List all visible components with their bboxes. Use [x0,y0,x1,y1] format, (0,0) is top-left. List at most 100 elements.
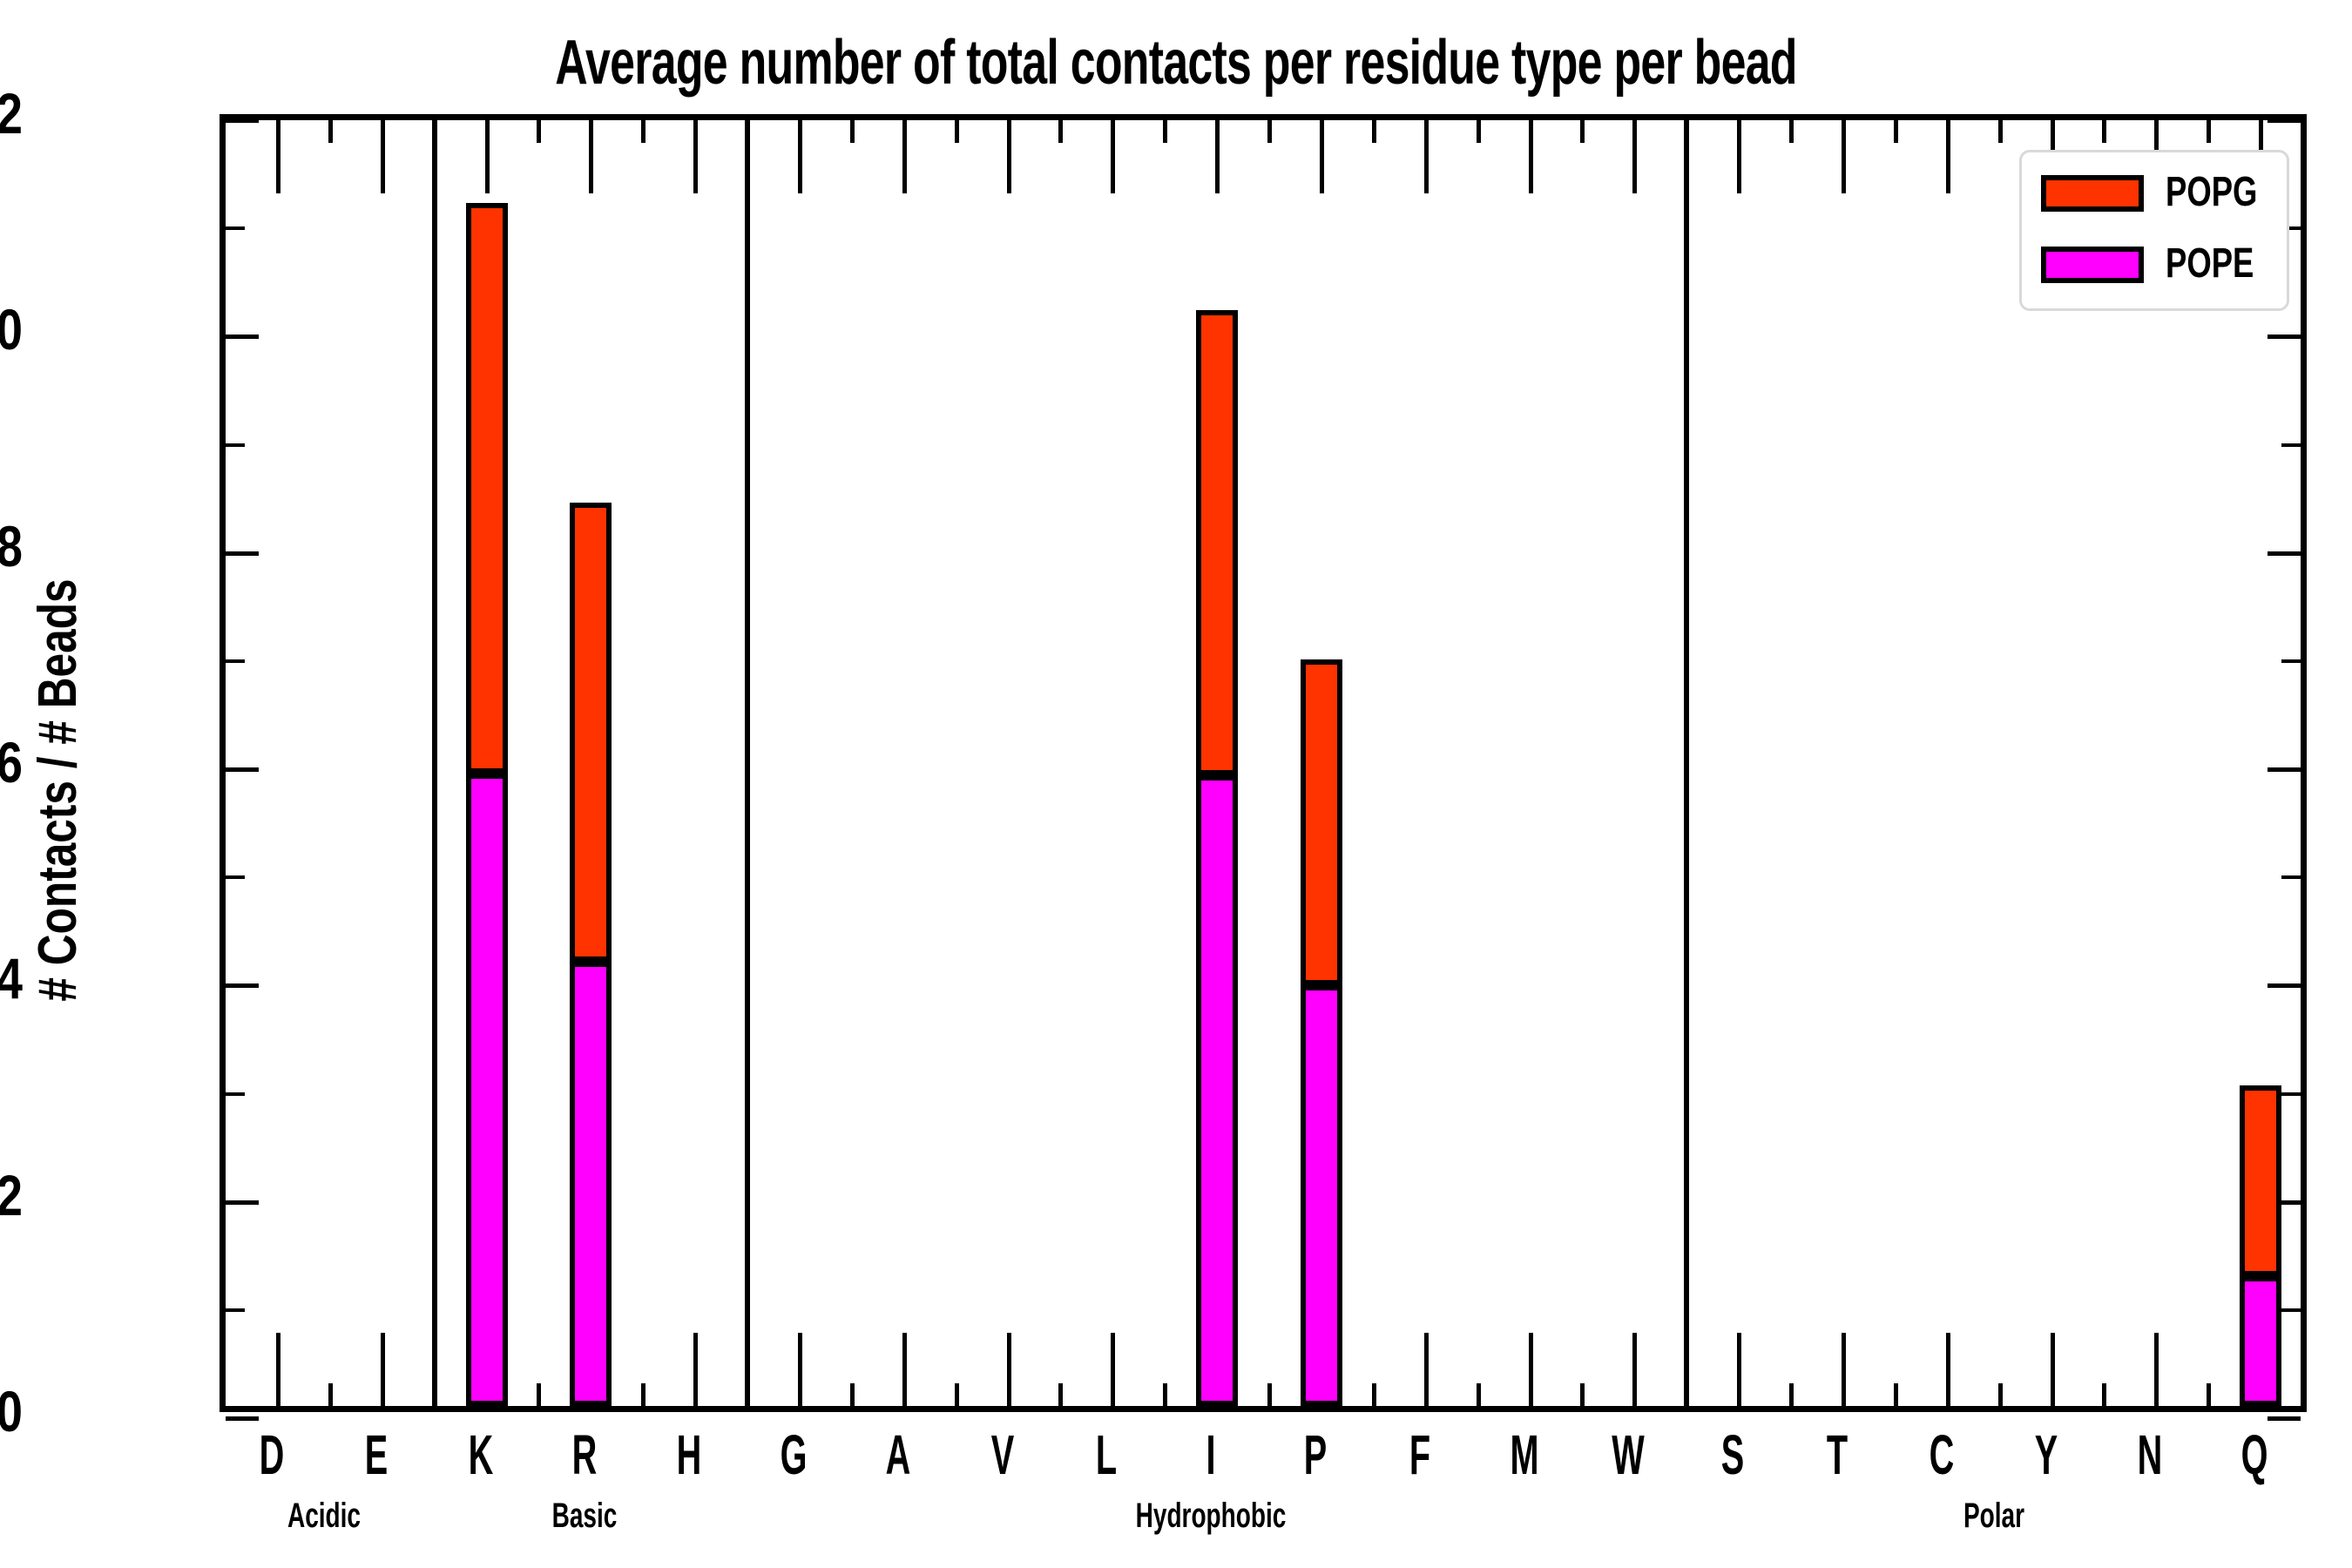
bar-stack[interactable] [570,503,612,1406]
y-axis-major-tick [226,983,259,989]
x-axis-tick-label: A [885,1423,911,1486]
x-axis-major-tick [1423,1333,1429,1406]
y-axis-minor-tick [2281,226,2301,231]
x-axis-tick-label: R [571,1423,598,1486]
x-axis-major-tick [1215,120,1220,193]
y-axis-minor-tick [226,875,245,880]
x-axis-major-tick [797,120,802,193]
x-axis-group-label: Basic [551,1497,618,1535]
x-axis-minor-tick [1267,120,1272,143]
y-axis-minor-tick [2281,443,2301,447]
x-axis-major-tick [693,120,699,193]
x-axis-major-tick [484,120,490,193]
bar-segment-pope[interactable] [2240,1276,2282,1406]
y-axis-major-tick [2268,335,2301,340]
x-axis-major-tick [902,1333,907,1406]
x-axis-minor-tick [1058,1383,1064,1406]
x-axis-minor-tick [641,120,646,143]
x-axis-minor-tick [1789,120,1794,143]
x-axis-group-label: Hydrophobic [1135,1497,1287,1535]
y-axis-minor-tick [2281,875,2301,880]
x-axis-minor-tick [954,1383,959,1406]
bar-stack[interactable] [2240,1085,2282,1406]
x-axis-minor-tick [1893,120,1898,143]
bar-segment-pope[interactable] [570,961,612,1406]
bar-segment-popg[interactable] [570,503,612,962]
x-axis-major-tick [902,120,907,193]
y-axis-major-tick [2268,1200,2301,1205]
x-axis-tick-label: E [364,1423,388,1486]
bar-segment-pope[interactable] [465,773,508,1406]
y-axis-minor-tick [226,1308,245,1312]
x-axis-tick-label: G [780,1423,808,1486]
x-axis-tick-label: C [1929,1423,1955,1486]
x-axis-minor-tick [328,120,333,143]
x-axis-minor-tick [2102,120,2107,143]
legend-item-pope[interactable]: POPE [2022,236,2287,288]
y-axis-major-tick [226,551,259,556]
y-axis-tick-label: 1.0 [0,301,23,358]
x-axis-minor-tick [537,120,542,143]
x-axis-major-tick [1945,1333,1950,1406]
x-axis-minor-tick [2207,1383,2212,1406]
x-axis-minor-tick [1058,120,1064,143]
x-axis-major-tick [1528,120,1533,193]
y-axis-minor-tick [226,226,245,231]
x-axis-major-tick [1528,1333,1533,1406]
y-axis-major-tick [226,118,259,123]
bar-segment-pope[interactable] [1300,985,1342,1406]
x-axis-minor-tick [1163,120,1168,143]
x-axis-tick-label: F [1409,1423,1430,1486]
x-axis-tick-label: I [1206,1423,1216,1486]
x-axis-major-tick [1841,120,1846,193]
bar-stack[interactable] [1300,659,1342,1406]
y-axis-tick-label: 0.4 [0,950,23,1007]
x-axis-minor-tick [1997,120,2003,143]
bar-stack[interactable] [465,203,508,1406]
x-axis-tick-label: P [1303,1423,1328,1486]
x-axis-tick-label: L [1096,1423,1118,1486]
x-axis-tick-label: D [259,1423,285,1486]
x-axis-major-tick [275,120,280,193]
x-axis-minor-tick [1267,1383,1272,1406]
x-axis-minor-tick [1371,1383,1376,1406]
chart-title: Average number of total contacts per res… [555,28,1797,98]
x-axis-major-tick [1006,120,1011,193]
y-axis-tick-label: 0.0 [0,1382,23,1440]
x-axis-major-tick [1737,1333,1742,1406]
y-axis-tick-label: 1.2 [0,84,23,142]
bar-segment-popg[interactable] [2240,1085,2282,1276]
x-axis-minor-tick [2207,120,2212,143]
legend-label-popg: POPG [2166,169,2258,215]
x-axis-major-tick [693,1333,699,1406]
x-axis-tick-label: K [468,1423,493,1486]
x-axis-minor-tick [1893,1383,1898,1406]
x-axis-group-label: Acidic [287,1497,361,1535]
x-axis-minor-tick [1789,1383,1794,1406]
x-axis-major-tick [380,1333,385,1406]
x-axis-tick-label: T [1826,1423,1848,1486]
y-axis-minor-tick [226,659,245,663]
y-axis-tick-label: 0.8 [0,517,23,575]
x-axis-major-tick [1632,120,1638,193]
legend-swatch-popg [2041,175,2144,212]
y-axis-major-tick [2268,767,2301,772]
bar-segment-pope[interactable] [1196,775,1239,1406]
group-divider [1684,120,1690,1406]
y-axis-major-tick [2268,118,2301,123]
x-axis-group-label: Polar [1963,1497,2024,1535]
x-axis-minor-tick [849,120,855,143]
x-axis-major-tick [1006,1333,1011,1406]
plot-inner [226,118,2301,1421]
bar-stack[interactable] [1196,310,1239,1406]
y-axis-minor-tick [226,443,245,447]
x-axis-minor-tick [1476,120,1481,143]
legend-label-pope: POPE [2166,240,2254,287]
bar-segment-popg[interactable] [1196,310,1239,776]
x-axis-major-tick [797,1333,802,1406]
bar-segment-popg[interactable] [465,203,508,774]
bar-segment-popg[interactable] [1300,659,1342,985]
legend-item-popg[interactable]: POPG [2022,165,2287,217]
chart-legend[interactable]: POPG POPE [2019,150,2289,311]
